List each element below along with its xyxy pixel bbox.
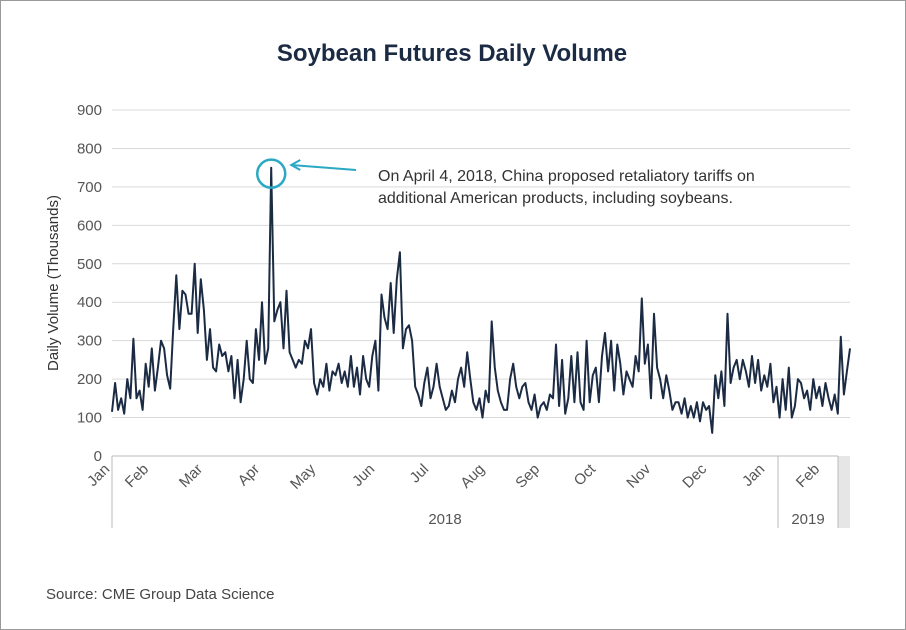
x-tick-label: May — [287, 460, 319, 492]
x-axis: Jan Feb Mar Apr May Jun Jul Aug Sep Oct Nov Dec Jan F… — [84, 455, 850, 528]
x-tick-label: Feb — [793, 461, 823, 491]
annotation-text-line1: On April 4, 2018, China proposed retalia… — [378, 168, 755, 185]
x-tick-label: Jan — [84, 461, 113, 490]
y-tick-label: 600 — [77, 217, 102, 234]
x-tick-label: Dec — [679, 460, 710, 491]
y-tick-label: 500 — [77, 256, 102, 273]
series-line — [111, 166, 851, 434]
annotation-arrowhead — [289, 159, 301, 171]
y-tick-label: 0 — [94, 448, 102, 465]
y-tick-label: 100 — [77, 410, 102, 427]
y-tick-label: 300 — [77, 333, 102, 350]
y-axis-ticks: 0 100 200 300 400 500 600 700 800 900 — [77, 102, 102, 465]
annotation-arrow — [291, 164, 357, 171]
x-tick-label: Jul — [407, 461, 433, 487]
y-tick-label: 700 — [77, 179, 102, 196]
x-tick-label: Nov — [623, 460, 654, 491]
annotation: On April 4, 2018, China proposed retalia… — [255, 158, 755, 207]
y-axis-label: Daily Volume (Thousands) — [45, 195, 62, 371]
y-tick-label: 200 — [77, 371, 102, 388]
x-tick-label: Jun — [349, 461, 378, 490]
x-tick-label: Feb — [122, 461, 152, 491]
year-label: 2018 — [428, 511, 461, 528]
chart-title: Soybean Futures Daily Volume — [276, 40, 628, 67]
y-tick-label: 800 — [77, 140, 102, 157]
source-note: Source: CME Group Data Science — [46, 586, 275, 603]
year-label: 2019 — [791, 511, 824, 528]
annotation-text-line2: additional American products, including … — [378, 190, 733, 207]
x-tick-label: Aug — [457, 461, 488, 492]
y-tick-label: 400 — [77, 294, 102, 311]
x-tick-label: Oct — [571, 460, 600, 489]
y-tick-label: 900 — [77, 102, 102, 119]
x-tick-label: Apr — [235, 461, 264, 490]
annotation-circle — [255, 158, 287, 189]
x-tick-label: Mar — [176, 461, 206, 491]
x-tick-label: Sep — [512, 461, 543, 492]
x-tick-label: Jan — [739, 461, 768, 490]
axis-end-shade — [838, 456, 850, 528]
